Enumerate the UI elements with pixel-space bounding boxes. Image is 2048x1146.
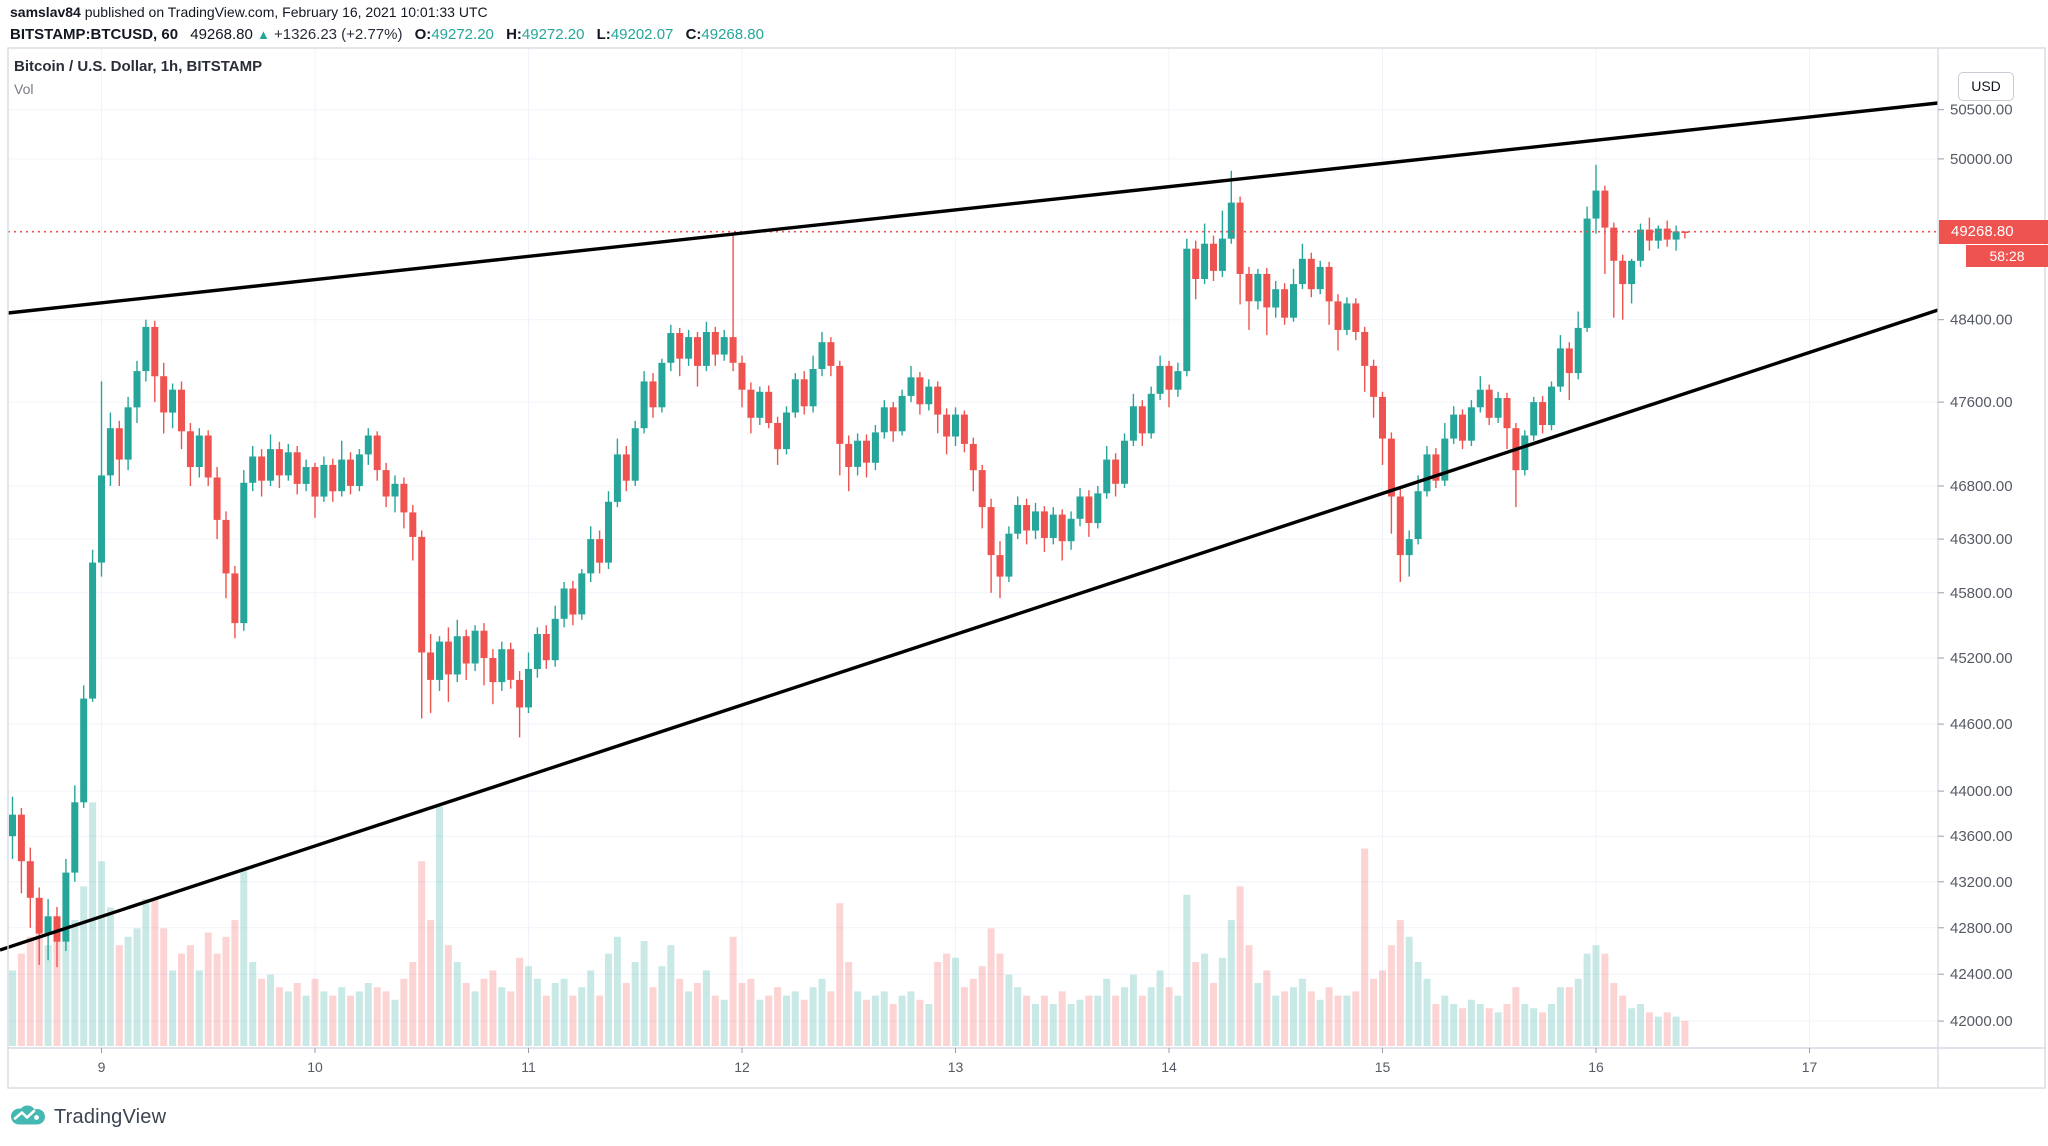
grid-layer [8,48,1938,1048]
last-price: 49268.80 [190,26,253,43]
tradingview-watermark[interactable]: TradingView [10,1104,166,1131]
volume-layer [9,802,1689,1046]
chart-title[interactable]: Bitcoin / U.S. Dollar, 1h, BITSTAMP [14,58,263,75]
low-value: 49202.07 [610,26,674,43]
publish-info-line: samslav84 published on TradingView.com, … [10,3,764,22]
high-value: 49272.20 [521,26,585,43]
svg-text:16: 16 [1588,1059,1604,1075]
svg-text:47600.00: 47600.00 [1950,394,2013,411]
candles-layer [9,164,1689,968]
svg-text:14: 14 [1161,1059,1177,1075]
publish-info-text: published on TradingView.com, February 1… [80,4,488,20]
svg-text:42800.00: 42800.00 [1950,920,2013,937]
chart-frame [7,47,2046,1089]
svg-text:45800.00: 45800.00 [1950,585,2013,602]
svg-text:50500.00: 50500.00 [1950,102,2013,119]
svg-text:12: 12 [734,1059,750,1075]
symbol-name: BITSTAMP:BTCUSD, 60 [10,26,179,43]
trendline-drawings[interactable] [0,101,1939,952]
svg-text:43600.00: 43600.00 [1950,828,2013,845]
svg-text:13: 13 [948,1059,964,1075]
tradingview-logo-icon [11,1105,45,1125]
svg-text:11: 11 [521,1059,536,1075]
publish-header: samslav84 published on TradingView.com, … [10,3,764,45]
svg-text:46800.00: 46800.00 [1950,478,2013,495]
volume-indicator-label[interactable]: Vol [14,81,34,97]
svg-text:10: 10 [307,1059,323,1075]
close-value: 49268.80 [701,26,764,43]
svg-text:45200.00: 45200.00 [1950,650,2013,667]
close-label: C: [685,26,702,43]
svg-text:42000.00: 42000.00 [1950,1013,2013,1030]
change-up-arrow-icon: ▲ [256,27,270,42]
time-axis[interactable]: 9 10 11 12 13 14 15 16 17 [98,1048,1818,1075]
upper-channel-line[interactable] [7,101,1939,315]
current-price-label: 49268.80 [1939,220,2048,244]
lower-channel-line[interactable] [0,308,1939,952]
svg-text:15: 15 [1375,1059,1391,1075]
open-label: O: [414,26,432,43]
svg-text:48400.00: 48400.00 [1950,312,2013,329]
high-label: H: [506,26,522,43]
svg-text:44000.00: 44000.00 [1950,783,2013,800]
open-value: 49272.20 [431,26,494,43]
svg-text:17: 17 [1802,1059,1818,1075]
chart-legend[interactable]: Bitcoin / U.S. Dollar, 1h, BITSTAMP Vol [14,58,262,97]
low-label: L: [596,26,611,43]
currency-toggle-button[interactable]: USD [1958,72,2014,101]
svg-text:46300.00: 46300.00 [1950,531,2013,548]
svg-text:43200.00: 43200.00 [1950,874,2013,891]
price-axis[interactable]: 50500.00 50000.00 48400.00 47600.00 46800.00… [1938,102,2013,1030]
svg-text:44600.00: 44600.00 [1950,716,2013,733]
price-change: +1326.23 (+2.77%) [274,26,403,43]
tradingview-watermark-text[interactable]: TradingView [54,1106,167,1128]
svg-text:42400.00: 42400.00 [1950,966,2013,983]
publisher-username: samslav84 [10,4,81,20]
svg-text:50000.00: 50000.00 [1950,151,2013,168]
bar-countdown-label: 58:28 [1966,245,2048,267]
svg-text:9: 9 [98,1059,106,1075]
symbol-status-line: BITSTAMP:BTCUSD, 60 49268.80 ▲ +1326.23 … [10,24,764,45]
